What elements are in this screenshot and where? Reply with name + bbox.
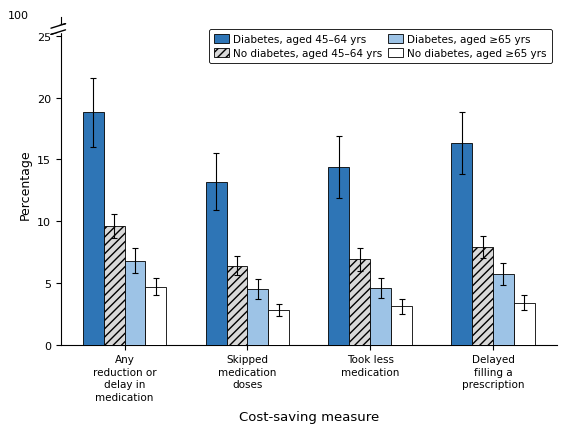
- Bar: [83, 113, 104, 345]
- Bar: [349, 260, 370, 345]
- Bar: [472, 247, 493, 345]
- Bar: [451, 144, 472, 345]
- Bar: [145, 287, 166, 345]
- Bar: [328, 168, 349, 345]
- Bar: [248, 289, 268, 345]
- Text: 100: 100: [7, 11, 28, 21]
- Y-axis label: Percentage: Percentage: [18, 149, 31, 220]
- Bar: [493, 275, 514, 345]
- Legend: Diabetes, aged 45–64 yrs, No diabetes, aged 45–64 yrs, Diabetes, aged ≥65 yrs, N: Diabetes, aged 45–64 yrs, No diabetes, a…: [209, 30, 552, 64]
- Bar: [370, 288, 391, 345]
- Bar: [206, 182, 227, 345]
- X-axis label: Cost-saving measure: Cost-saving measure: [239, 410, 379, 423]
- Bar: [227, 266, 248, 345]
- Bar: [104, 227, 124, 345]
- Bar: [268, 310, 289, 345]
- Bar: [391, 307, 412, 345]
- Bar: [124, 261, 145, 345]
- Bar: [41, 26, 70, 33]
- Bar: [514, 303, 535, 345]
